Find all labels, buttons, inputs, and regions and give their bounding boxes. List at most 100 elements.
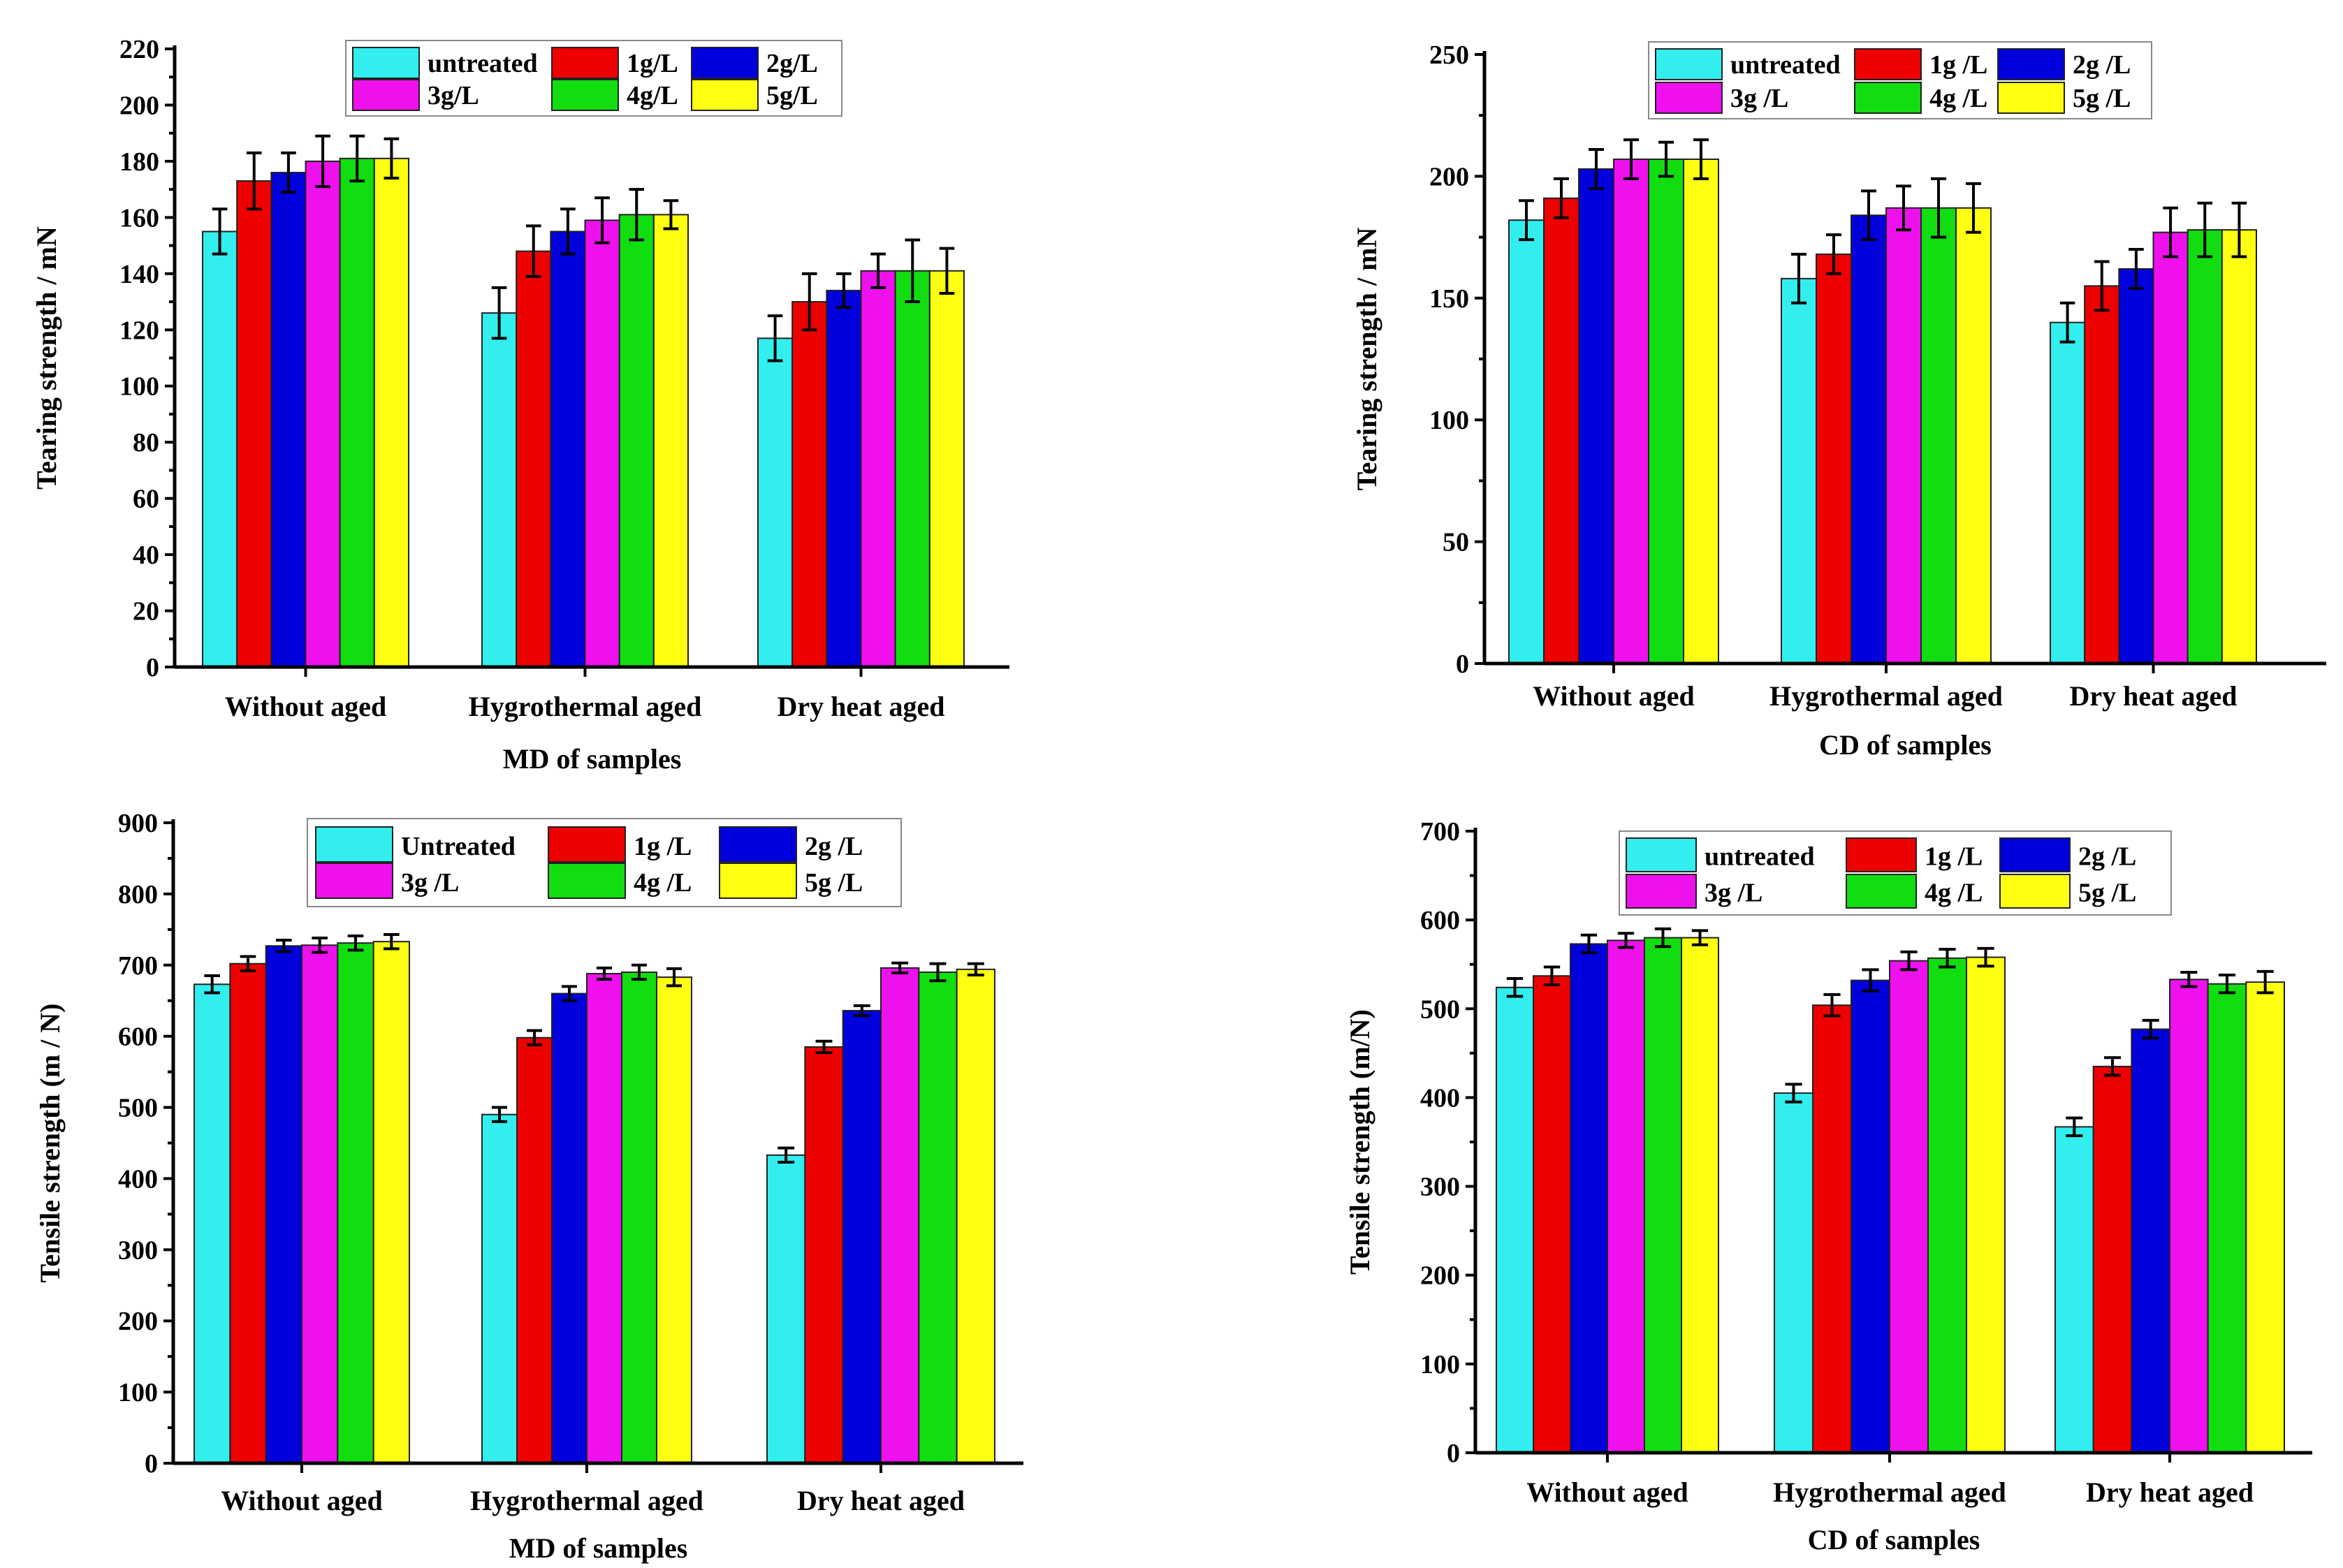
legend-label-1g-l: 1g/L bbox=[627, 49, 678, 78]
error-bar-without-aged-untreated bbox=[204, 974, 220, 995]
error-bar-without-aged-5g-l bbox=[384, 932, 400, 951]
bar-dry-heat-aged-4g-l bbox=[2207, 983, 2247, 1453]
bar-without-aged-5g-l bbox=[372, 941, 411, 1464]
bar-without-aged-untreated bbox=[202, 230, 238, 668]
legend-swatch-5g-l bbox=[719, 863, 797, 899]
y-tick-label-100: 100 bbox=[1429, 406, 1469, 435]
x-tick-label-without-aged: Without aged bbox=[221, 1485, 383, 1516]
error-bar-without-aged-4g-l bbox=[1654, 927, 1672, 948]
error-bar-hygrothermal-aged-untreated bbox=[492, 1106, 507, 1123]
legend: untreated 1g /L 2g /L 3g /L 4g /L 5g /L bbox=[1648, 41, 2152, 119]
bar-without-aged-4g-l bbox=[339, 157, 375, 668]
bar-without-aged-4g-l bbox=[1648, 158, 1684, 664]
bar-without-aged-3g-l bbox=[301, 944, 339, 1464]
error-bar-hygrothermal-aged-5g-l bbox=[1966, 182, 1981, 234]
y-tick-label-80: 80 bbox=[133, 428, 159, 457]
x-tick-label-hygrothermal-aged: Hygrothermal aged bbox=[1773, 1477, 2006, 1508]
y-axis-title: Tensile strength (m/N) bbox=[1344, 1009, 1375, 1275]
error-bar-hygrothermal-aged-3g-l bbox=[1900, 950, 1918, 972]
error-bar-without-aged-4g-l bbox=[349, 134, 365, 183]
legend-swatch-3g-l bbox=[352, 79, 420, 111]
y-tick-label-300: 300 bbox=[1420, 1173, 1460, 1202]
y-tick-label-900: 900 bbox=[118, 809, 158, 838]
error-bar-hygrothermal-aged-untreated bbox=[1791, 253, 1806, 305]
error-bar-hygrothermal-aged-untreated bbox=[1785, 1083, 1802, 1104]
bar-hygrothermal-aged-4g-l bbox=[621, 971, 657, 1464]
y-tick-label-700: 700 bbox=[118, 951, 158, 981]
y-tick-label-220: 220 bbox=[119, 35, 159, 64]
error-bar-hygrothermal-aged-1g-l bbox=[1823, 992, 1841, 1018]
bar-hygrothermal-aged-5g-l bbox=[1966, 956, 2006, 1453]
error-bar-hygrothermal-aged-2g-l bbox=[560, 207, 576, 256]
error-bar-dry-heat-aged-untreated bbox=[2066, 1116, 2083, 1138]
x-tick-label-without-aged: Without aged bbox=[225, 691, 387, 722]
bar-dry-heat-aged-1g-l bbox=[804, 1046, 844, 1464]
legend-label-1g-l: 1g /L bbox=[1929, 50, 1987, 80]
error-bar-hygrothermal-aged-1g-l bbox=[527, 1029, 542, 1046]
x-tick-label-dry-heat-aged: Dry heat aged bbox=[778, 691, 945, 722]
x-tick-label-dry-heat-aged: Dry heat aged bbox=[2086, 1477, 2254, 1508]
legend-swatch-2g-l bbox=[1999, 837, 2071, 872]
x-tick-label-hygrothermal-aged: Hygrothermal aged bbox=[1769, 680, 2003, 712]
y-tick-label-180: 180 bbox=[119, 147, 159, 177]
error-bar-hygrothermal-aged-1g-l bbox=[1826, 233, 1841, 275]
error-bar-without-aged-1g-l bbox=[1554, 177, 1569, 219]
error-bar-dry-heat-aged-4g-l bbox=[905, 238, 921, 304]
legend-label-2g-l: 2g /L bbox=[2078, 842, 2136, 871]
bar-dry-heat-aged-5g-l bbox=[928, 270, 965, 668]
bar-dry-heat-aged-4g-l bbox=[918, 971, 958, 1464]
error-bar-without-aged-1g-l bbox=[240, 955, 256, 972]
legend-label-4g-l: 4g /L bbox=[634, 868, 692, 897]
error-bar-hygrothermal-aged-4g-l bbox=[1939, 948, 1956, 969]
error-bar-without-aged-2g-l bbox=[1580, 933, 1598, 955]
bar-hygrothermal-aged-untreated bbox=[1774, 1092, 1813, 1453]
bar-dry-heat-aged-3g-l bbox=[2152, 231, 2189, 664]
legend-swatch-5g-l bbox=[1997, 82, 2065, 114]
bar-without-aged-2g-l bbox=[1570, 943, 1608, 1453]
bar-hygrothermal-aged-untreated bbox=[481, 312, 518, 668]
bar-without-aged-5g-l bbox=[1681, 937, 1719, 1453]
y-axis-title: Tearing strength / mN bbox=[31, 226, 62, 490]
bar-dry-heat-aged-2g-l bbox=[842, 1009, 882, 1464]
y-tick-label-500: 500 bbox=[1420, 995, 1460, 1024]
x-axis-title: MD of samples bbox=[509, 1532, 688, 1564]
bar-without-aged-5g-l bbox=[1683, 158, 1719, 664]
y-tick-label-800: 800 bbox=[118, 880, 158, 909]
legend-label-untreated: untreated bbox=[1730, 50, 1841, 80]
bar-hygrothermal-aged-1g-l bbox=[1816, 254, 1852, 664]
bar-hygrothermal-aged-1g-l bbox=[516, 1036, 553, 1464]
legend-swatch-4g-l bbox=[548, 863, 626, 899]
legend-swatch-2g-l bbox=[1997, 48, 2065, 80]
bar-hygrothermal-aged-3g-l bbox=[1889, 960, 1929, 1453]
y-tick-label-60: 60 bbox=[133, 485, 159, 514]
bar-hygrothermal-aged-1g-l bbox=[516, 250, 552, 668]
error-bar-dry-heat-aged-5g-l bbox=[2231, 201, 2247, 258]
error-bar-hygrothermal-aged-4g-l bbox=[632, 963, 647, 981]
bar-dry-heat-aged-1g-l bbox=[791, 301, 828, 668]
bar-dry-heat-aged-3g-l bbox=[860, 270, 896, 668]
error-bar-dry-heat-aged-5g-l bbox=[967, 962, 984, 977]
bar-dry-heat-aged-2g-l bbox=[2118, 268, 2154, 665]
bar-dry-heat-aged-4g-l bbox=[894, 270, 930, 668]
legend-label-4g-l: 4g /L bbox=[1929, 84, 1987, 113]
error-bar-without-aged-2g-l bbox=[1589, 148, 1604, 190]
legend-swatch-3g-l bbox=[315, 863, 393, 899]
legend-label-untreated: Untreated bbox=[401, 832, 516, 861]
y-axis-title: Tearing strength / mN bbox=[1351, 228, 1382, 491]
legend-swatch-3g-l bbox=[1655, 82, 1723, 114]
error-bar-without-aged-3g-l bbox=[315, 134, 330, 189]
bar-dry-heat-aged-5g-l bbox=[2245, 981, 2285, 1453]
legend-label-1g-l: 1g /L bbox=[1925, 842, 1983, 871]
legend-label-3g-l: 3g/L bbox=[428, 81, 479, 110]
bar-dry-heat-aged-1g-l bbox=[2092, 1065, 2133, 1453]
bar-dry-heat-aged-2g-l bbox=[2131, 1028, 2170, 1453]
legend-swatch-4g-l bbox=[551, 79, 619, 111]
error-bar-dry-heat-aged-untreated bbox=[767, 314, 783, 362]
error-bar-hygrothermal-aged-1g-l bbox=[525, 224, 541, 278]
bar-hygrothermal-aged-4g-l bbox=[1927, 957, 1967, 1454]
y-tick-label-0: 0 bbox=[1456, 650, 1469, 679]
error-bar-dry-heat-aged-1g-l bbox=[2094, 260, 2110, 312]
error-bar-hygrothermal-aged-3g-l bbox=[597, 966, 612, 981]
bar-without-aged-4g-l bbox=[1644, 937, 1682, 1453]
y-tick-label-600: 600 bbox=[118, 1023, 158, 1052]
